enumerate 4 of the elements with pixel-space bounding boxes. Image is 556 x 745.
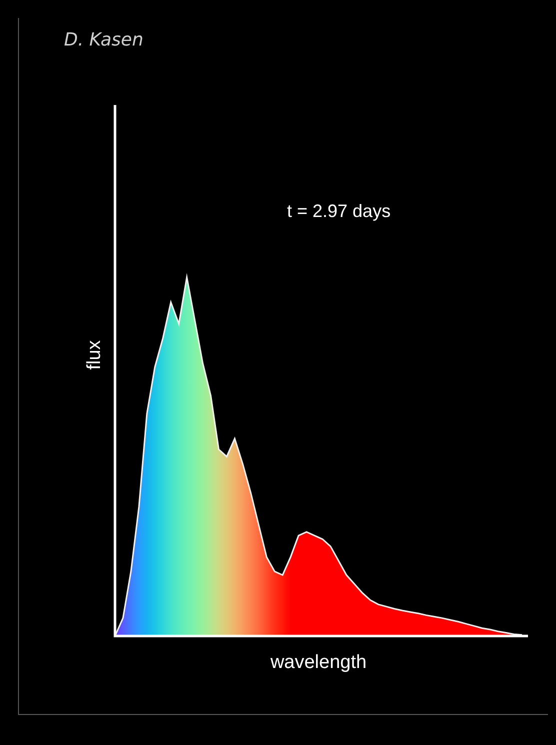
y-axis-title: flux: [84, 340, 106, 370]
text: D. Kasen: [64, 30, 144, 51]
text: t = 2.97 days: [287, 200, 391, 221]
x-axis-title: wavelength: [269, 652, 367, 674]
